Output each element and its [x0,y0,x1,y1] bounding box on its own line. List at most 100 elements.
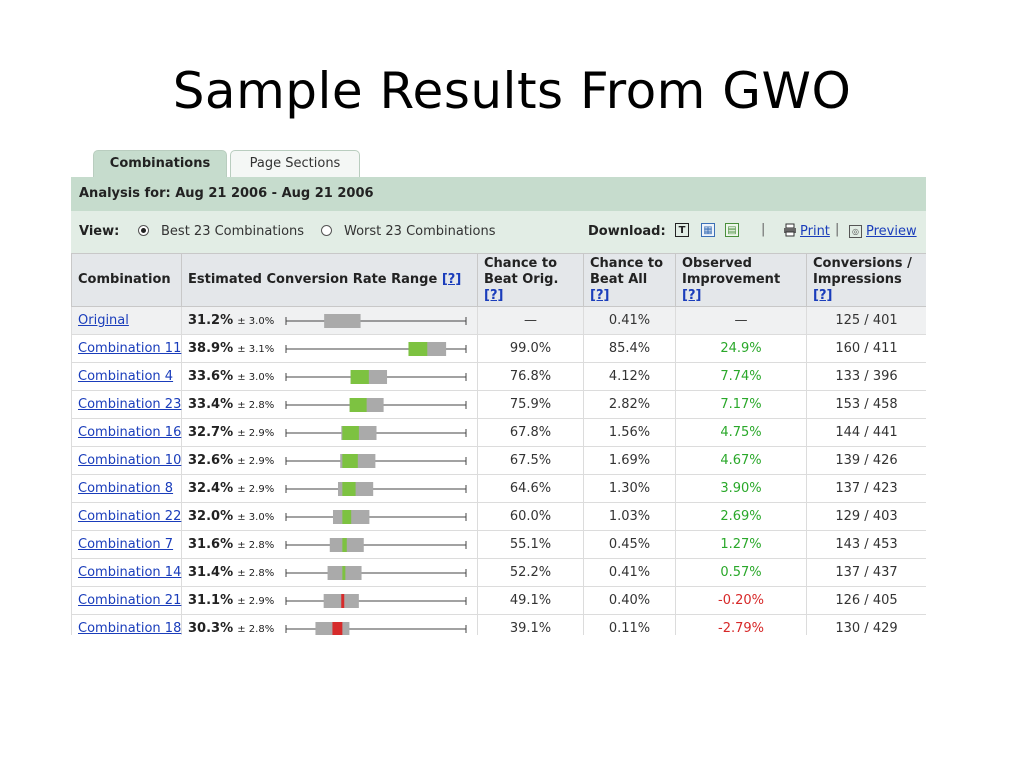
range-cell: 33.4% ± 2.8% [181,390,478,419]
beat-all-cell: 0.40% [583,586,676,615]
combination-link[interactable]: Combination 23 [78,397,182,412]
conversion-range-bar [285,398,467,412]
combination-link[interactable]: Combination 4 [78,369,174,384]
conversion-range-bar [285,426,467,440]
conversions-cell: 129 / 403 [806,502,926,531]
combination-name-cell: Combination 21 [71,586,182,615]
improvement-segment [408,342,428,356]
beat-orig-cell: 75.9% [477,390,584,419]
range-help-link[interactable]: [?] [441,272,462,287]
beat-all-cell: 1.30% [583,474,676,503]
beat-orig-cell: 49.1% [477,586,584,615]
rate-wrap: 38.9% ± 3.1% [188,341,274,356]
combination-link[interactable]: Combination 10 [78,453,182,468]
print-link[interactable]: Print [800,224,830,239]
improvement-value: 7.17% [720,397,762,412]
beat-orig-cell: — [477,306,584,335]
beat-orig-value: 49.1% [509,593,552,608]
rate-error: ± 2.8% [237,568,275,579]
range-cell: 38.9% ± 3.1% [181,334,478,363]
conversion-rate: 32.0% [188,509,234,524]
view-label: View: [79,224,120,239]
beat-all-value: 4.12% [608,369,651,384]
combination-link[interactable]: Combination 11 [78,341,182,356]
combination-name-cell: Combination 23 [71,390,182,419]
range-cell: 31.4% ± 2.8% [181,558,478,587]
tab-combinations[interactable]: Combinations [93,150,227,178]
beat-all-cell: 2.82% [583,390,676,419]
beat-all-cell: 0.41% [583,558,676,587]
improvement-help-link[interactable]: [?] [682,288,702,303]
rate-wrap: 33.6% ± 3.0% [188,369,274,384]
beat-orig-value: 39.1% [509,621,552,635]
rate-error: ± 2.9% [237,428,275,439]
beat-all-cell: 1.03% [583,502,676,531]
conversion-rate: 31.4% [188,565,234,580]
improvement-segment [342,482,356,496]
rate-error: ± 3.0% [237,372,275,383]
conversion-rate: 38.9% [188,341,234,356]
table-row: Combination 7 31.6% ± 2.8% 55.1% 0.45% 1.27%… [71,530,926,559]
best-combinations-label[interactable]: Best 23 Combinations [161,224,305,239]
download-csv-icon[interactable]: ▤ [725,223,739,237]
beat-orig-value: 52.2% [509,565,552,580]
combination-link[interactable]: Combination 21 [78,593,182,608]
download-label: Download: [588,224,666,239]
rate-wrap: 32.7% ± 2.9% [188,425,274,440]
worst-combinations-label[interactable]: Worst 23 Combinations [344,224,496,239]
beat-all-help-link[interactable]: [?] [590,288,610,303]
beat-all-value: 1.69% [608,453,651,468]
combination-link[interactable]: Combination 7 [78,537,174,552]
combination-link[interactable]: Combination 8 [78,481,174,496]
improvement-segment [350,370,369,384]
combination-link[interactable]: Original [78,313,129,328]
table-row: Original 31.2% ± 3.0% — 0.41% — 125 / 401 [71,306,926,335]
preview-link[interactable]: Preview [866,224,917,239]
rate-error: ± 2.8% [237,540,275,551]
rate-wrap: 32.0% ± 3.0% [188,509,274,524]
conversion-range-bar [285,482,467,496]
combination-link[interactable]: Combination 14 [78,565,182,580]
best-combinations-radio[interactable] [138,225,149,236]
improvement-value: 7.74% [720,369,762,384]
tab-page-sections[interactable]: Page Sections [230,150,360,177]
beat-all-cell: 1.69% [583,446,676,475]
rate-wrap: 31.6% ± 2.8% [188,537,274,552]
conversion-rate: 31.6% [188,537,234,552]
col-beat-all: Chance to Beat All [?] [583,253,676,307]
rate-wrap: 33.4% ± 2.8% [188,397,274,412]
beat-all-cell: 0.11% [583,614,676,635]
conversions-value: 137 / 437 [835,565,898,580]
download-spreadsheet-icon[interactable]: ▦ [701,223,715,237]
table-row: Combination 8 32.4% ± 2.9% 64.6% 1.30% 3.90%… [71,474,926,503]
range-cell: 32.4% ± 2.9% [181,474,478,503]
combination-name-cell: Combination 11 [71,334,182,363]
combination-link[interactable]: Combination 16 [78,425,182,440]
col-improvement: Observed Improvement [?] [675,253,807,307]
conversion-range-bar [285,314,467,328]
worst-combinations-radio[interactable] [321,225,332,236]
beat-all-value: 0.41% [608,565,651,580]
conversions-value: 143 / 453 [835,537,898,552]
rate-wrap: 31.1% ± 2.9% [188,593,274,608]
col-beat-orig-line1: Chance to [484,256,558,271]
download-text-icon[interactable]: T [675,223,689,237]
confidence-interval-box [332,510,370,524]
combination-link[interactable]: Combination 18 [78,621,182,635]
improvement-value: 3.90% [720,481,762,496]
rate-error: ± 2.9% [237,596,275,607]
range-cell: 31.6% ± 2.8% [181,530,478,559]
col-beat-orig-line2: Beat Orig. [484,272,559,287]
beat-orig-help-link[interactable]: [?] [484,288,504,303]
improvement-value: — [734,313,748,328]
confidence-interval-box [324,314,361,328]
table-row: Combination 18 30.3% ± 2.8% 39.1% 0.11% -2.7… [71,614,926,635]
conversions-help-link[interactable]: [?] [813,288,833,303]
conversions-value: 130 / 429 [835,621,898,635]
decline-segment [332,622,343,635]
print-icon[interactable] [783,223,797,237]
conversions-value: 139 / 426 [835,453,898,468]
combination-link[interactable]: Combination 22 [78,509,182,524]
col-conversions-line2: Impressions [813,272,902,287]
preview-icon[interactable]: ◎ [849,225,862,238]
